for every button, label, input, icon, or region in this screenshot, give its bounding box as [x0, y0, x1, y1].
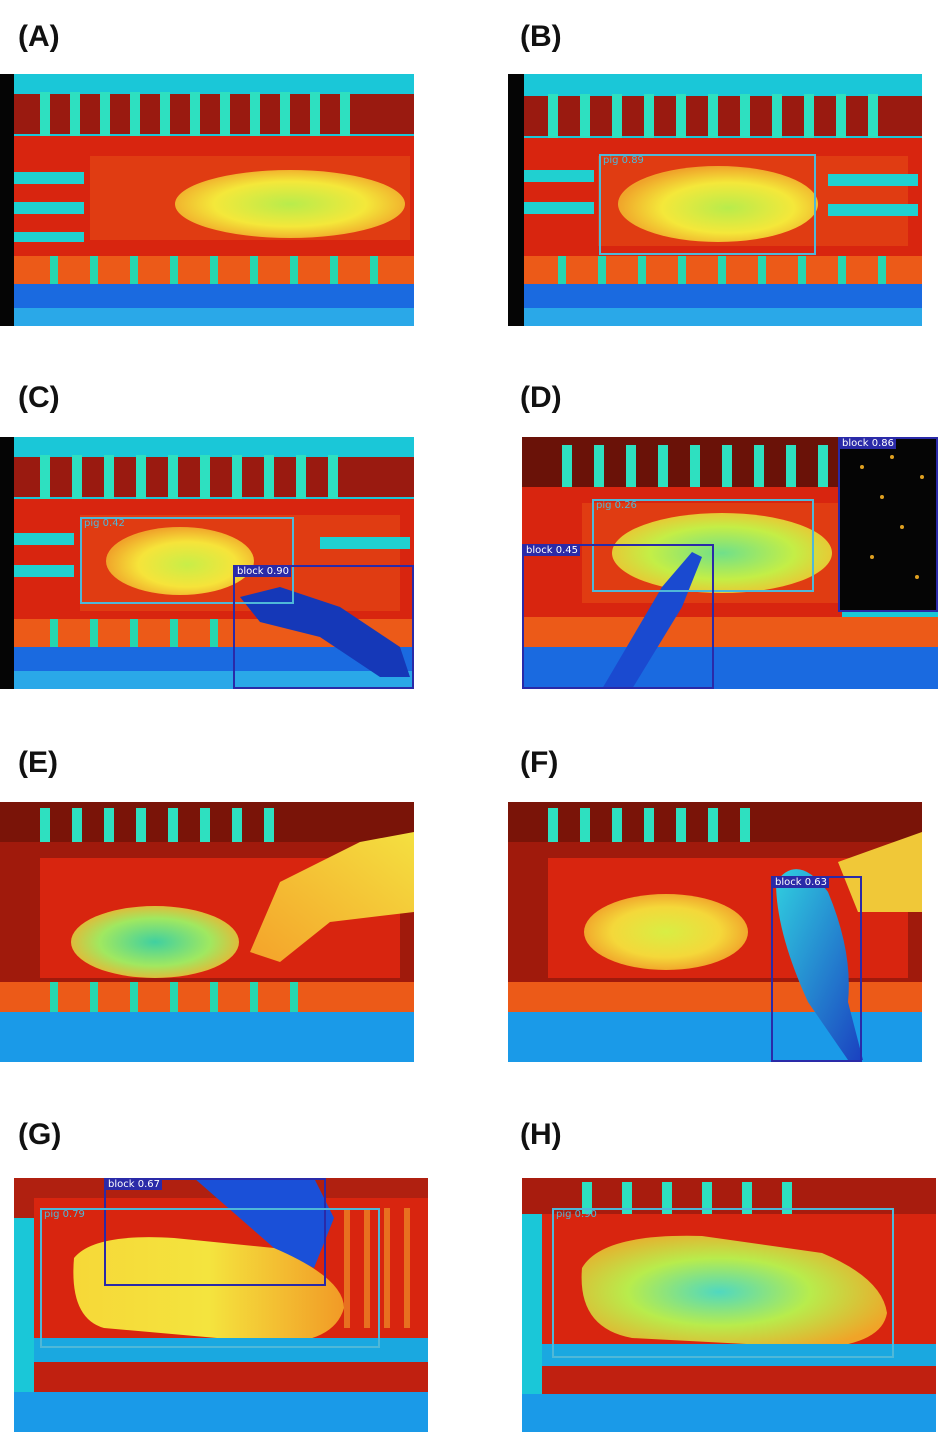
depth-scene-h [522, 1178, 936, 1432]
depth-scene-e [0, 802, 414, 1062]
block-detection-box: block 0.63 [771, 876, 862, 1062]
depth-scene-b [508, 74, 922, 326]
depth-scene-f [508, 802, 922, 1062]
panel-label-c: (C) [18, 381, 60, 414]
depth-image-c: pig 0.42 block 0.90 [0, 437, 414, 689]
pig-detection-label: pig 0.79 [44, 1209, 85, 1220]
depth-image-a [0, 74, 414, 326]
block-detection-label: block 0.67 [106, 1179, 162, 1190]
block-detection-box: block 0.86 [838, 437, 938, 612]
depth-scene-g [14, 1178, 428, 1432]
block-detection-box: block 0.45 [522, 544, 714, 689]
depth-scene-a [0, 74, 414, 326]
pig-detection-label: pig 0.42 [84, 518, 125, 529]
panel-label-e: (E) [18, 746, 58, 779]
depth-image-e [0, 802, 414, 1062]
pig-detection-box: pig 0.90 [552, 1208, 894, 1358]
panel-label-h: (H) [520, 1118, 562, 1151]
panel-label-a: (A) [18, 20, 60, 53]
depth-image-b: pig 0.89 [508, 74, 922, 326]
depth-image-h: pig 0.90 [522, 1178, 936, 1432]
pig-detection-box: pig 0.79 [40, 1208, 380, 1348]
depth-scene-d [522, 437, 938, 689]
pig-detection-label: pig 0.89 [603, 155, 644, 166]
block-detection-box: block 0.90 [233, 565, 414, 689]
pig-detection-label: pig 0.90 [556, 1209, 597, 1220]
depth-image-f: block 0.63 [508, 802, 922, 1062]
panel-label-g: (G) [18, 1118, 62, 1151]
depth-image-g: block 0.67 pig 0.79 [14, 1178, 428, 1432]
block-detection-label: block 0.90 [235, 566, 291, 577]
block-detection-label: block 0.45 [524, 545, 580, 556]
panel-label-f: (F) [520, 746, 559, 779]
pig-detection-box: pig 0.89 [599, 154, 816, 255]
panel-label-b: (B) [520, 20, 562, 53]
pig-detection-label: pig 0.26 [596, 500, 637, 511]
block-detection-box: block 0.67 [104, 1178, 326, 1286]
block-detection-label: block 0.86 [840, 438, 896, 449]
block-detection-label: block 0.63 [773, 877, 829, 888]
depth-image-d: block 0.86 pig 0.26 block 0.45 [522, 437, 938, 689]
panel-label-d: (D) [520, 381, 562, 414]
pig-detection-box: pig 0.42 [80, 517, 294, 604]
depth-scene-c [0, 437, 414, 689]
